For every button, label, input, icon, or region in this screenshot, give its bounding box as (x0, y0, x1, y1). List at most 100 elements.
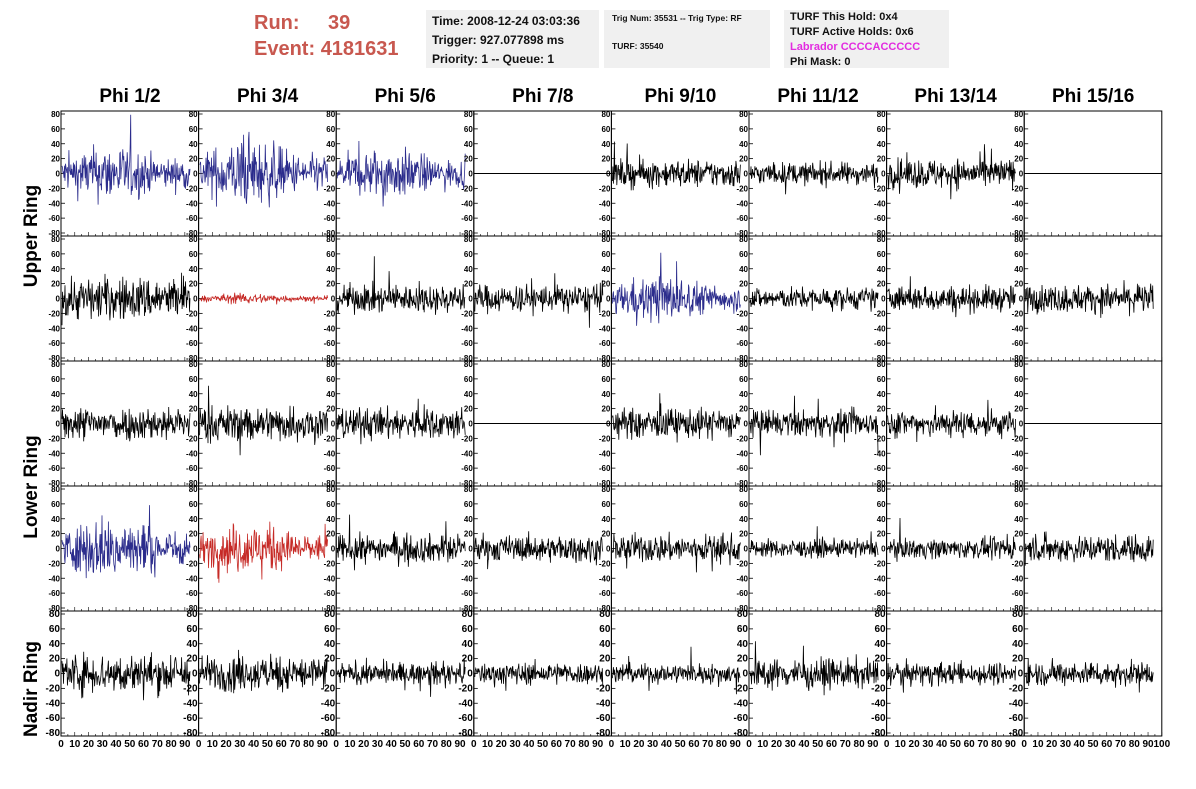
waveform-line (749, 395, 879, 456)
y-tick-label: -80 (1012, 479, 1024, 488)
y-tick-label: -40 (599, 199, 611, 208)
x-tick-label: 60 (688, 739, 700, 750)
y-tick-label: 80 (326, 110, 335, 119)
waveform-line (612, 141, 741, 191)
y-tick-label: 60 (51, 125, 60, 134)
waveform-panel: 80 60 40 20 0 -20 -40 -60 -80 (1009, 609, 1163, 739)
y-tick-label: 80 (49, 609, 61, 620)
y-tick-label: -60 (599, 589, 611, 598)
y-tick-label: 40 (189, 515, 198, 524)
y-tick-label: -60 (874, 214, 886, 223)
y-tick-label: -20 (48, 184, 60, 193)
y-tick-label: 40 (326, 140, 335, 149)
y-tick-label: -80 (186, 604, 198, 613)
y-tick-label: -60 (599, 214, 611, 223)
y-tick-label: 20 (877, 280, 886, 289)
phi-column-title: Phi 11/12 (777, 86, 859, 107)
y-tick-label: -60 (734, 713, 749, 724)
x-tick-label: 20 (771, 739, 783, 750)
y-tick-label: 80 (1014, 485, 1023, 494)
y-tick-label: 60 (462, 624, 474, 635)
waveform-panel: 80 60 40 20 0 -20 -40 -60 -80 (871, 609, 1025, 739)
y-tick-label: 60 (601, 125, 610, 134)
waveform-line (887, 144, 1016, 200)
waveform-line (749, 286, 879, 312)
x-tick-label: 40 (936, 739, 948, 750)
y-tick-label: 60 (326, 125, 335, 134)
y-tick-label: -60 (186, 214, 198, 223)
waveform-panel: 80 60 40 20 0 -20 -40 -60 -80 (874, 235, 1025, 363)
x-tick-label: 70 (702, 739, 714, 750)
y-tick-label: 80 (877, 110, 886, 119)
waveform-panel: 80 60 40 20 0 -20 -40 -60 -80 (599, 360, 750, 488)
y-tick-label: -60 (48, 589, 60, 598)
y-tick-label: -20 (1009, 683, 1024, 694)
y-tick-label: 20 (326, 530, 335, 539)
y-tick-label: -60 (461, 339, 473, 348)
y-tick-label: -60 (871, 713, 886, 724)
y-tick-label: 60 (601, 500, 610, 509)
y-tick-label: -40 (48, 324, 60, 333)
y-tick-label: 60 (326, 500, 335, 509)
y-tick-label: -60 (324, 339, 336, 348)
x-tick-label: 40 (248, 739, 260, 750)
y-tick-label: -60 (324, 214, 336, 223)
y-tick-label: -20 (599, 559, 611, 568)
x-tick-label: 10 (757, 739, 769, 750)
y-tick-label: -80 (48, 229, 60, 238)
waveform-panel: 80 60 40 20 0 -20 -40 -60 -80 (321, 609, 475, 739)
x-tick-label: 60 (138, 739, 150, 750)
y-tick-label: 40 (189, 390, 198, 399)
y-tick-label: -40 (736, 574, 748, 583)
x-tick-label: 0 (471, 739, 477, 750)
y-tick-label: 80 (739, 235, 748, 244)
waveform-line (61, 114, 191, 205)
waveform-panel: 80 60 40 20 0 -20 -40 -60 -80 (324, 360, 475, 488)
trigger-info-box: Trig Num: 35531 -- Trig Type: RF TURF: 3… (604, 10, 770, 68)
y-tick-label: -40 (736, 449, 748, 458)
y-tick-label: 40 (739, 265, 748, 274)
x-tick-label: 20 (633, 739, 645, 750)
y-tick-label: -20 (186, 559, 198, 568)
y-tick-label: -20 (186, 184, 198, 193)
x-tick-label: 60 (964, 739, 976, 750)
y-tick-label: 20 (874, 654, 886, 665)
y-tick-label: 20 (189, 280, 198, 289)
y-tick-label: -80 (874, 354, 886, 363)
run-value: 39 (328, 12, 351, 34)
y-tick-label: -60 (599, 464, 611, 473)
waveform-line (199, 385, 328, 456)
y-tick-label: 20 (189, 405, 198, 414)
x-tick-label: 50 (537, 739, 549, 750)
y-tick-label: -80 (186, 479, 198, 488)
y-tick-label: -20 (736, 184, 748, 193)
turf-active-holds: TURF Active Holds: 0x6 (790, 26, 914, 38)
waveform-panel: 80 60 40 20 0 -20 -40 -60 -80 (734, 609, 888, 739)
y-tick-label: -80 (458, 728, 473, 739)
y-tick-label: 40 (877, 515, 886, 524)
y-tick-label: 0 (331, 420, 336, 429)
panel-frame (198, 485, 337, 612)
y-tick-label: -80 (324, 604, 336, 613)
y-tick-label: -40 (596, 698, 611, 709)
x-tick-label: 40 (523, 739, 535, 750)
y-tick-label: -60 (736, 589, 748, 598)
turf-this-hold: TURF This Hold: 0x4 (790, 11, 898, 23)
y-tick-label: -60 (48, 464, 60, 473)
x-tick-label: 70 (565, 739, 577, 750)
y-tick-label: 0 (468, 545, 473, 554)
waveform-panel: 80 60 40 20 0 -20 -40 -60 -80 (736, 360, 888, 488)
priority-text: Priority: 1 -- Queue: 1 (432, 52, 555, 66)
y-tick-label: 60 (51, 500, 60, 509)
y-tick-label: 0 (1018, 669, 1024, 680)
y-tick-label: 80 (464, 110, 473, 119)
x-tick-label: 30 (97, 739, 109, 750)
y-tick-label: 0 (1019, 170, 1024, 179)
x-tick-label: 50 (675, 739, 687, 750)
x-tick-label: 50 (1087, 739, 1099, 750)
y-tick-label: -40 (461, 574, 473, 583)
waveform-panel: 80 60 40 20 0 -20 -40 -60 -80 (1012, 485, 1163, 613)
y-tick-label: -40 (186, 574, 198, 583)
y-tick-label: -20 (874, 434, 886, 443)
waveform-line (336, 657, 466, 697)
